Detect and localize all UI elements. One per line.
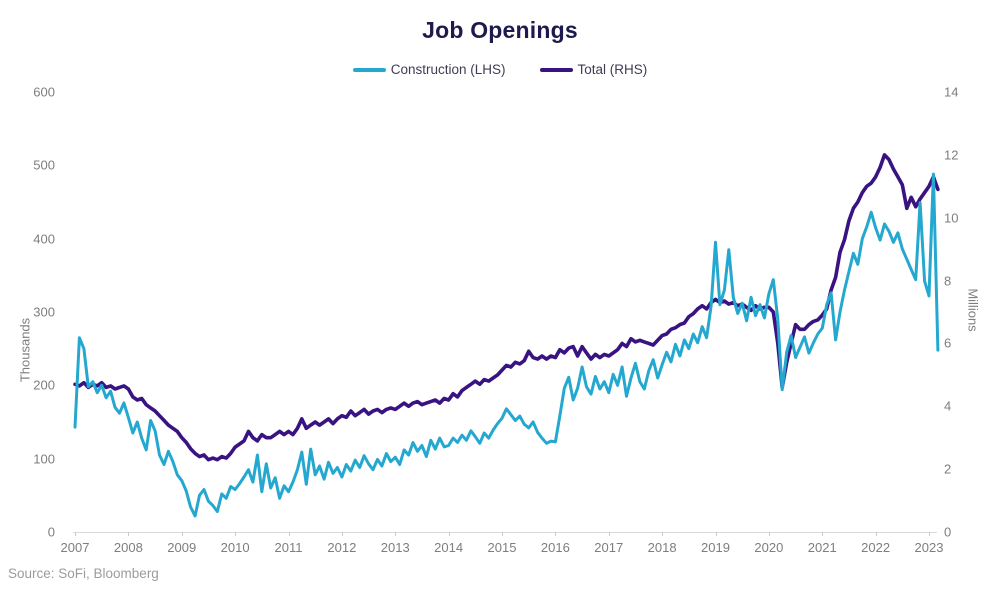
year-label-2023: 2023 — [914, 540, 944, 555]
year-label-2014: 2014 — [434, 540, 464, 555]
right-tick-6: 6 — [944, 335, 952, 351]
right-tick-4: 4 — [944, 398, 952, 414]
x-tick-2009 — [181, 532, 183, 536]
year-label-2007: 2007 — [60, 540, 90, 555]
left-tick-500: 500 — [33, 157, 55, 173]
year-label-2020: 2020 — [754, 540, 784, 555]
left-tick-400: 400 — [33, 231, 55, 247]
legend-label-construction: Construction (LHS) — [390, 62, 506, 77]
right-tick-2: 2 — [944, 461, 952, 477]
x-tick-2010 — [235, 532, 237, 536]
x-tick-2017 — [608, 532, 610, 536]
source-note: Source: SoFi, Bloomberg — [8, 566, 159, 581]
right-tick-8: 8 — [944, 273, 952, 289]
left-tick-200: 200 — [33, 377, 55, 393]
legend-item-total: Total (RHS) — [539, 62, 648, 77]
x-tick-2016 — [555, 532, 557, 536]
year-label-2018: 2018 — [647, 540, 677, 555]
x-tick-2021 — [822, 532, 824, 536]
x-tick-2014 — [448, 532, 450, 536]
year-label-2009: 2009 — [167, 540, 197, 555]
right-tick-12: 12 — [944, 147, 959, 163]
left-tick-100: 100 — [33, 451, 55, 467]
legend-label-total: Total (RHS) — [577, 62, 648, 77]
right-tick-0: 0 — [944, 524, 952, 540]
left-tick-600: 600 — [33, 84, 55, 100]
x-tick-2013 — [395, 532, 397, 536]
left-tick-0: 0 — [47, 524, 55, 540]
year-label-2012: 2012 — [327, 540, 357, 555]
construction-line — [73, 172, 940, 518]
year-label-2022: 2022 — [861, 540, 891, 555]
legend: Construction (LHS) Total (RHS) — [0, 62, 1000, 77]
year-label-2015: 2015 — [487, 540, 517, 555]
x-axis-line — [73, 532, 937, 533]
right-tick-10: 10 — [944, 210, 959, 226]
x-tick-2019 — [715, 532, 717, 536]
x-tick-2011 — [288, 532, 290, 536]
year-label-2016: 2016 — [540, 540, 570, 555]
x-tick-2007 — [75, 532, 76, 536]
x-tick-2022 — [875, 532, 877, 536]
x-tick-2015 — [502, 532, 503, 536]
year-label-2011: 2011 — [274, 540, 303, 555]
year-label-2021: 2021 — [807, 540, 837, 555]
x-tick-2023 — [929, 532, 930, 536]
right-tick-14: 14 — [944, 84, 959, 100]
year-label-2010: 2010 — [220, 540, 250, 555]
x-tick-2020 — [768, 532, 770, 536]
x-tick-2008 — [128, 532, 130, 536]
x-tick-2018 — [662, 532, 664, 536]
left-tick-300: 300 — [33, 304, 55, 320]
year-label-2017: 2017 — [594, 540, 624, 555]
chart-title: Job Openings — [422, 17, 578, 43]
total-line — [73, 153, 940, 462]
year-label-2008: 2008 — [113, 540, 143, 555]
year-label-2019: 2019 — [701, 540, 730, 555]
x-tick-2012 — [341, 532, 343, 536]
year-label-2013: 2013 — [380, 540, 410, 555]
total-line-swatch — [539, 67, 573, 72]
construction-line-swatch — [352, 67, 386, 72]
legend-item-construction: Construction (LHS) — [352, 62, 506, 77]
